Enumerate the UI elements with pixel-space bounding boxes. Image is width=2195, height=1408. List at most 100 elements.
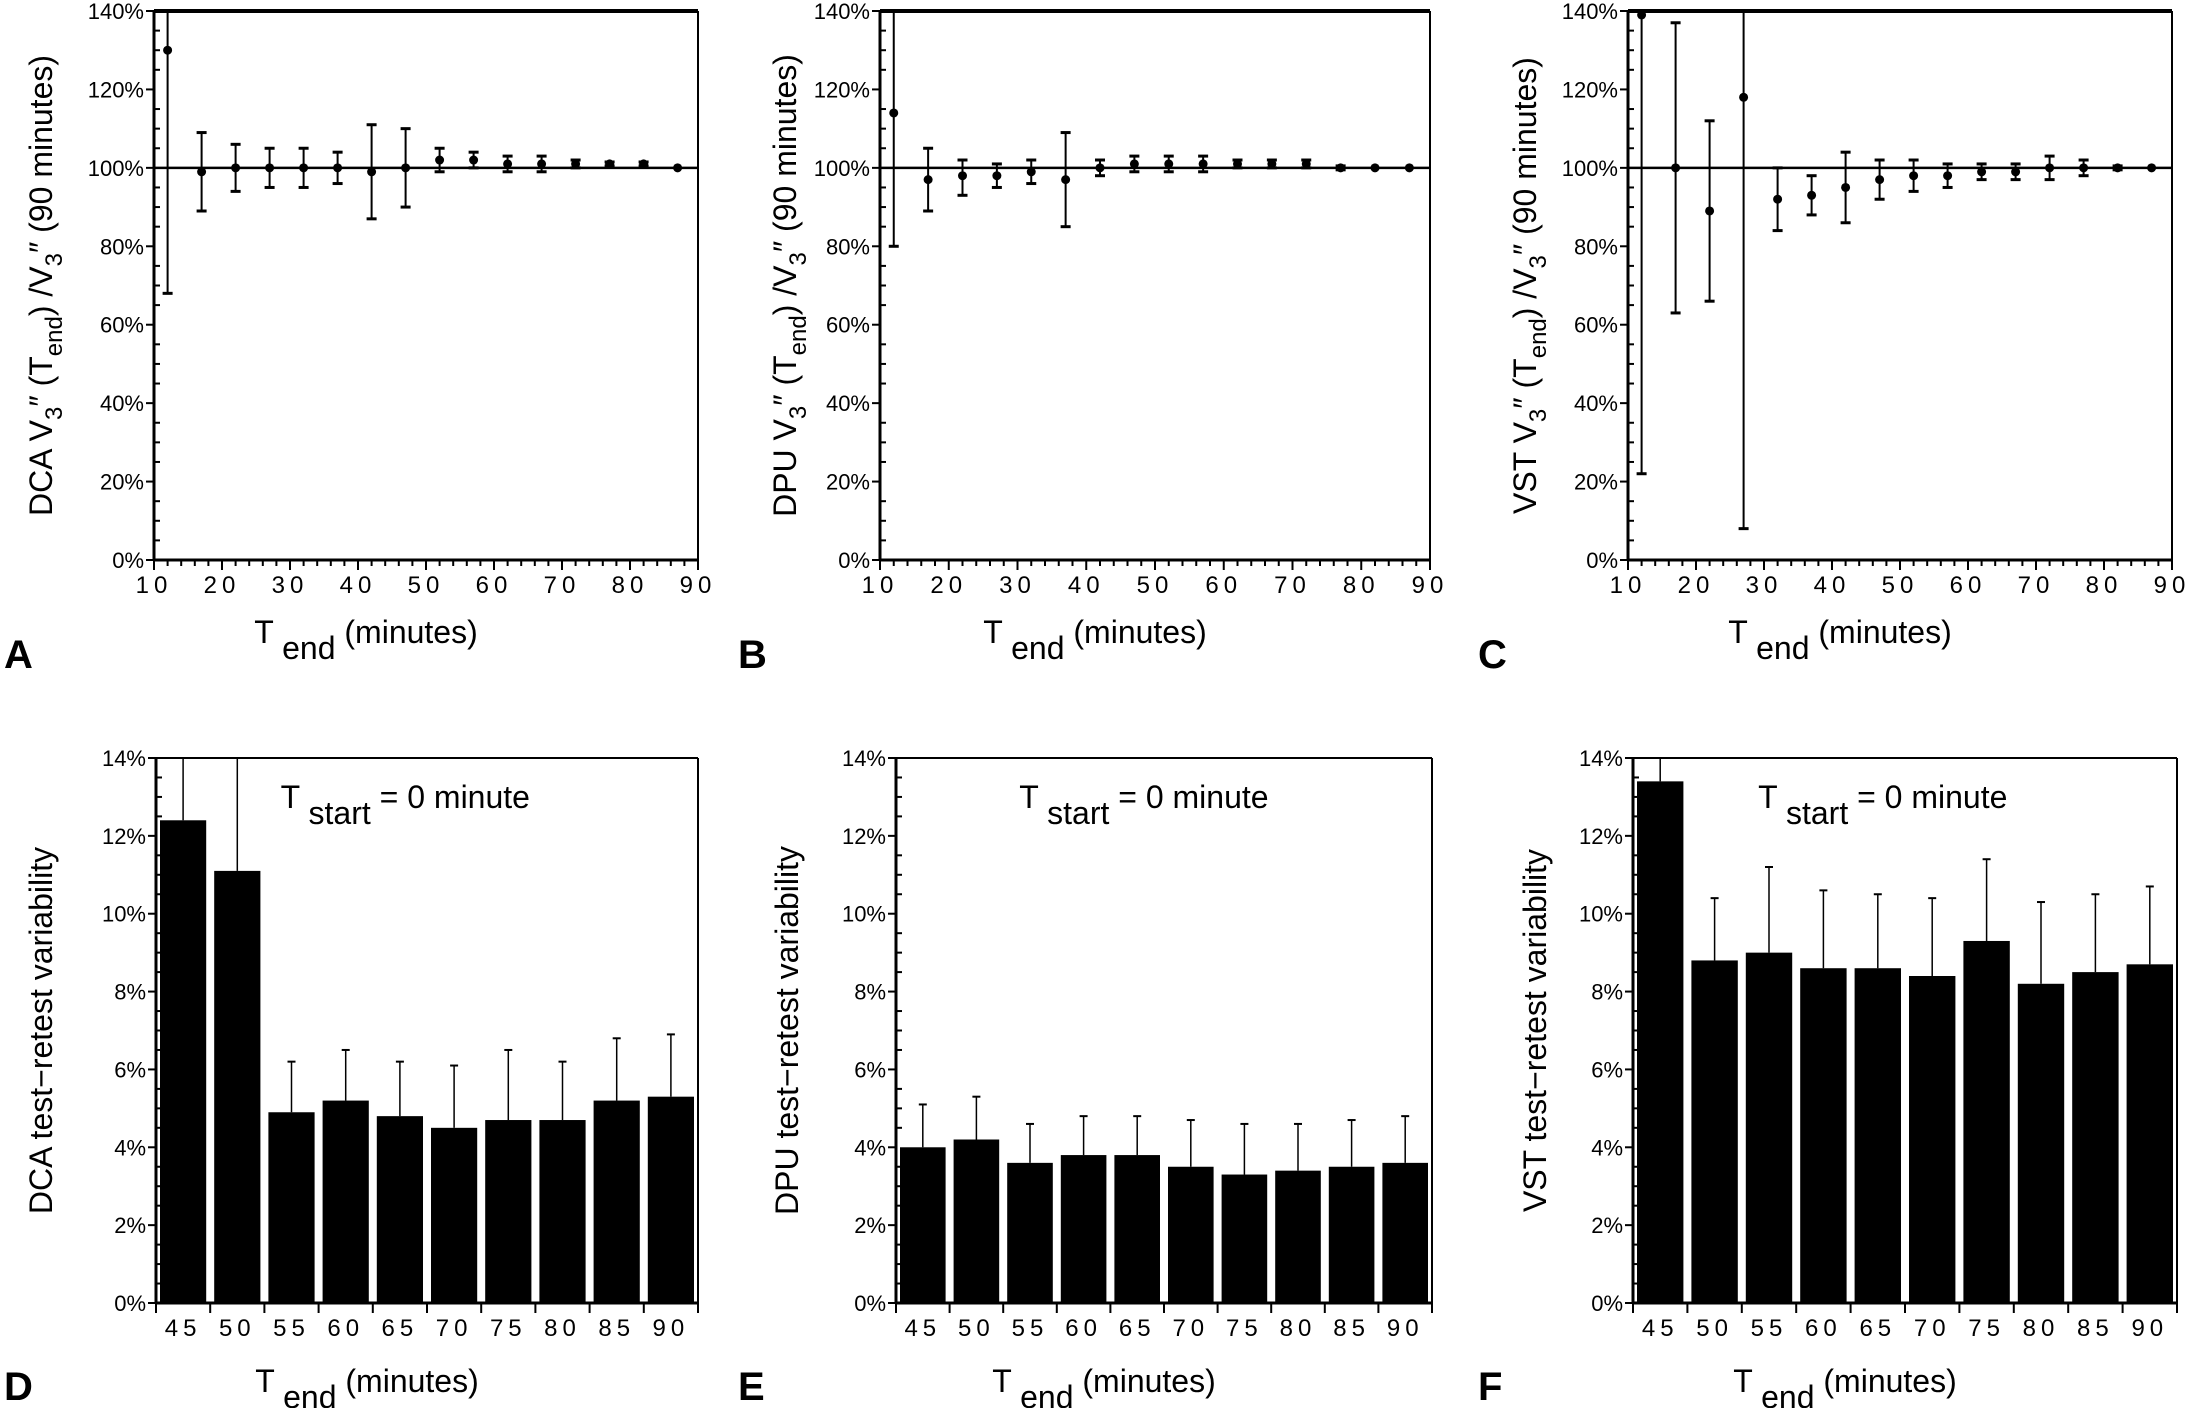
mean-marker bbox=[1198, 159, 1208, 169]
x-tick-label: 55 bbox=[1751, 1315, 1788, 1342]
annotation-sub: start bbox=[1038, 795, 1109, 831]
y-tick-label: 0% bbox=[1586, 548, 1618, 573]
annotation-tstart: T start = 0 minute bbox=[281, 779, 530, 831]
x-tick-label: 40 bbox=[1814, 572, 1851, 599]
bar bbox=[485, 1120, 532, 1303]
y-tick-label: 140% bbox=[88, 0, 144, 24]
bar-group: 80 bbox=[534, 1060, 586, 1342]
data-point bbox=[2010, 162, 2021, 182]
y-label-part: end bbox=[1525, 318, 1552, 358]
data-point bbox=[2078, 158, 2089, 178]
x-tick-label: 45 bbox=[165, 1315, 202, 1342]
bar bbox=[1854, 968, 1901, 1303]
data-point bbox=[604, 159, 615, 169]
y-label-part: DPU V bbox=[767, 418, 803, 516]
x-tick-label: 90 bbox=[1387, 1315, 1424, 1342]
y-tick-label: 12% bbox=[842, 824, 886, 849]
mean-marker bbox=[1301, 159, 1311, 169]
bar bbox=[1637, 781, 1684, 1303]
bar-group: 80 bbox=[1270, 1122, 1321, 1342]
x-tick-label: 45 bbox=[904, 1315, 941, 1342]
x-label-sub: end bbox=[1747, 630, 1809, 666]
annotation-main: T bbox=[1758, 779, 1777, 815]
x-label-main: T bbox=[992, 1363, 1011, 1399]
y-label-part: ″ (90 minutes) bbox=[1507, 57, 1543, 255]
y-tick-label: 0% bbox=[1591, 1291, 1623, 1316]
x-tick-label: 55 bbox=[1012, 1315, 1049, 1342]
x-tick-label: 60 bbox=[1065, 1315, 1102, 1342]
y-label-part: 3 bbox=[785, 252, 812, 265]
y-axis-label-text: DPU V3″ (Tend) /V3″ (90 minutes) bbox=[767, 54, 812, 517]
x-tick-label: 90 bbox=[2154, 572, 2191, 599]
y-tick-label: 14% bbox=[1579, 746, 1623, 771]
mean-marker bbox=[1095, 163, 1105, 173]
mean-marker bbox=[1061, 175, 1071, 185]
data-point bbox=[1772, 166, 1783, 233]
data-point bbox=[1704, 119, 1715, 303]
x-tick-label: 30 bbox=[1746, 572, 1783, 599]
bar-group: 70 bbox=[426, 1064, 478, 1342]
x-tick-label: 70 bbox=[1274, 572, 1311, 599]
data-point bbox=[434, 146, 445, 174]
y-label-part: ) /V bbox=[767, 265, 803, 315]
x-tick-label: 75 bbox=[1968, 1315, 2005, 1342]
mean-marker bbox=[1404, 163, 1414, 173]
x-tick-label: 40 bbox=[340, 572, 377, 599]
x-label-unit: (minutes) bbox=[1074, 1363, 1216, 1399]
data-point bbox=[1095, 158, 1105, 178]
data-point bbox=[366, 123, 377, 221]
x-tick-label: 20 bbox=[930, 572, 967, 599]
x-tick-label: 85 bbox=[598, 1315, 635, 1342]
bar bbox=[376, 1116, 423, 1303]
bar bbox=[322, 1100, 369, 1303]
bar bbox=[1691, 960, 1738, 1303]
mean-marker bbox=[1370, 163, 1380, 173]
bar bbox=[953, 1139, 1000, 1303]
mean-marker bbox=[1909, 171, 1919, 181]
y-tick-label: 100% bbox=[88, 156, 144, 181]
data-point bbox=[1301, 158, 1312, 170]
data-point bbox=[1636, 9, 1647, 476]
bar bbox=[1328, 1166, 1375, 1303]
bar-group: 60 bbox=[1795, 889, 1847, 1342]
data-point bbox=[1874, 158, 1885, 201]
x-axis-label: T end (minutes) bbox=[992, 1363, 1216, 1408]
panel-letter: A bbox=[4, 633, 33, 677]
bar-group: 45 bbox=[895, 1103, 946, 1342]
x-tick-label: 20 bbox=[1678, 572, 1715, 599]
bar-group: 90 bbox=[1377, 1115, 1428, 1342]
mean-marker bbox=[992, 171, 1002, 181]
y-tick-label: 80% bbox=[826, 234, 870, 259]
mean-marker bbox=[923, 175, 933, 185]
y-axis-label: DCA test−retest variability bbox=[23, 847, 59, 1214]
y-axis-label: DPU V3″ (Tend) /V3″ (90 minutes) bbox=[767, 54, 812, 517]
x-axis-label: T end (minutes) bbox=[983, 614, 1207, 666]
data-point bbox=[332, 150, 343, 186]
y-label-part: ) /V bbox=[1507, 268, 1543, 318]
mean-marker bbox=[2147, 163, 2157, 173]
y-tick-label: 120% bbox=[814, 77, 870, 102]
bar-group: 60 bbox=[317, 1048, 369, 1342]
mean-marker bbox=[1164, 159, 1174, 169]
annotation-tstart: T start = 0 minute bbox=[1019, 779, 1268, 831]
bar bbox=[1745, 952, 1793, 1303]
y-tick-label: 20% bbox=[100, 470, 144, 495]
x-tick-label: 80 bbox=[1280, 1315, 1317, 1342]
y-tick-label: 120% bbox=[88, 77, 144, 102]
panel-letter: D bbox=[4, 1365, 33, 1408]
mean-marker bbox=[1267, 159, 1277, 169]
x-tick-label: 70 bbox=[1172, 1315, 1209, 1342]
bar bbox=[431, 1127, 478, 1303]
bar-group: 55 bbox=[263, 1060, 315, 1342]
annotation-tstart: T start = 0 minute bbox=[1758, 779, 2007, 831]
data-point bbox=[923, 146, 934, 213]
mean-marker bbox=[1637, 10, 1647, 20]
y-tick-label: 140% bbox=[1562, 0, 1618, 24]
y-label-part: 3 bbox=[1525, 409, 1552, 422]
mean-marker bbox=[2045, 163, 2055, 173]
data-point bbox=[1335, 163, 1346, 173]
y-tick-label: 0% bbox=[112, 548, 144, 573]
bar-group: 50 bbox=[209, 757, 261, 1342]
bar bbox=[1963, 940, 2010, 1303]
y-tick-label: 4% bbox=[1591, 1135, 1623, 1160]
